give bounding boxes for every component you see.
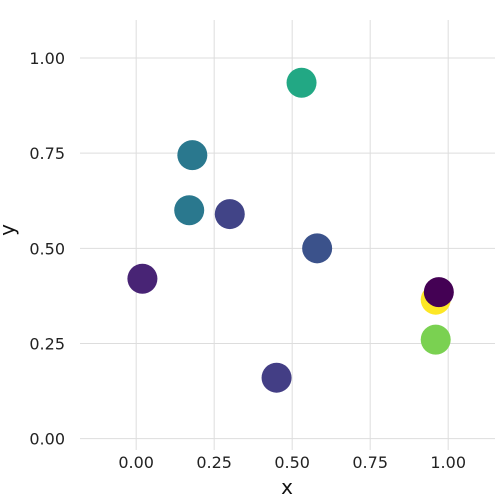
scatter-point xyxy=(174,195,205,226)
y-tick-label: 0.25 xyxy=(29,334,65,353)
x-tick-label: 0.25 xyxy=(196,453,232,472)
scatter-point xyxy=(177,140,208,171)
x-tick-label: 0.00 xyxy=(118,453,154,472)
x-tick-label: 1.00 xyxy=(430,453,466,472)
scatter-point xyxy=(420,324,451,355)
scatter-point xyxy=(302,233,333,264)
x-tick-label: 0.75 xyxy=(352,453,388,472)
x-tick-labels: 0.00 0.25 0.50 0.75 1.00 xyxy=(118,453,466,472)
scatter-point xyxy=(423,277,454,308)
x-tick-label: 0.50 xyxy=(274,453,310,472)
x-axis-label: x xyxy=(281,475,293,499)
scatter-point xyxy=(286,67,317,98)
points-layer xyxy=(127,67,454,393)
y-tick-label: 1.00 xyxy=(29,49,65,68)
y-axis-label: y xyxy=(0,224,19,236)
y-tick-label: 0.50 xyxy=(29,239,65,258)
y-tick-label: 0.75 xyxy=(29,144,65,163)
scatter-point xyxy=(127,263,158,294)
y-tick-labels: 0.00 0.25 0.50 0.75 1.00 xyxy=(29,49,65,449)
scatter-point xyxy=(214,199,245,230)
y-tick-label: 0.00 xyxy=(29,430,65,449)
scatter-point xyxy=(261,362,292,393)
